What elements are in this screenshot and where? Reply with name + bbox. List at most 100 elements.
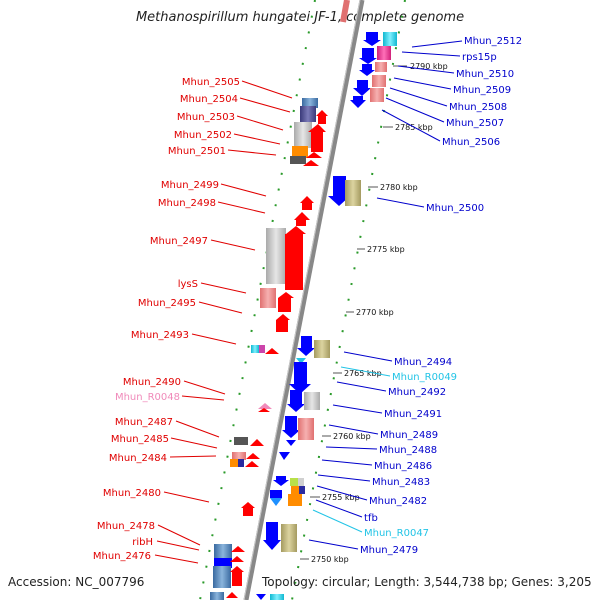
gene-arrow-mhun-2502 [308,124,326,152]
gene-label-mhun-2506: Mhun_2506 [442,137,500,148]
gene-label-mhun-2478: Mhun_2478 [97,521,155,532]
right-gene-labels: Mhun_2512 rps15p Mhun_2510 Mhun_2509 Mhu… [360,36,522,556]
gene-box-bottom [270,594,284,600]
gene-box-mhun-2509 [375,62,387,72]
gene-arrow-bottom [256,594,266,600]
genome-backbone [243,0,365,600]
gene-label-mhun-2505: Mhun_2505 [182,77,240,88]
gene-label-mhun-2510: Mhun_2510 [456,69,514,80]
gene-box-tfb [288,494,302,506]
gene-arrow-mhun-2491 [287,390,305,412]
gene-label-mhun-r0048: Mhun_R0048 [115,392,180,403]
gene-box-mhun-2483-a [290,478,298,486]
gene-label-tfb: tfb [364,513,378,524]
gene-label-mhun-2488: Mhun_2488 [379,445,437,456]
gene-arrow-lyss [278,292,294,312]
gene-label-mhun-2479: Mhun_2479 [360,545,418,556]
gene-arrow-ribh [230,556,244,562]
gene-arrow-mhun-2487 [250,439,264,446]
gene-arrow-mhun-2479 [263,522,281,550]
gene-box-mhun-2508 [372,75,386,87]
gene-label-mhun-2494: Mhun_2494 [394,357,452,368]
gene-label-mhun-2502: Mhun_2502 [174,130,232,141]
gene-label-mhun-2483: Mhun_2483 [372,477,430,488]
gene-label-mhun-2480: Mhun_2480 [103,488,161,499]
gene-label-mhun-2512: Mhun_2512 [464,36,522,47]
gene-label-mhun-2507: Mhun_2507 [446,118,504,129]
gene-arrow-mhun-r0048b [258,408,270,412]
gene-box-mhun-2494 [314,340,330,358]
gene-label-mhun-2491: Mhun_2491 [384,409,442,420]
gene-box-mhun-2485 [232,452,246,460]
kbp-tick-label: 2780 kbp [380,183,418,192]
gene-arrow-tfb [270,498,282,506]
gene-label-mhun-2489: Mhun_2489 [380,430,438,441]
gene-arrow-mhun-2501 [306,152,322,158]
gene-box-mhun-2489 [298,418,314,440]
right-leader-lines [308,40,463,550]
gene-box-mhun-2476 [213,566,231,588]
gene-box-mhun-2501 [290,156,306,164]
gene-label-mhun-2476: Mhun_2476 [93,551,151,562]
gene-box-rps15p [383,32,397,46]
gene-box-mhun-2502 [292,146,308,158]
gene-label-mhun-2484: Mhun_2484 [109,453,167,464]
gene-box-mhun-2484-b [238,459,244,467]
gene-arrow-mhun-2503 [316,110,328,124]
gene-label-mhun-2509: Mhun_2509 [453,85,511,96]
left-leader-lines [154,80,293,564]
gene-label-mhun-2495: Mhun_2495 [138,298,196,309]
gene-box-bottom-left [210,592,224,600]
gene-box-mhun-2493-a [251,345,259,353]
top-strand-edge [340,0,350,23]
map-title: Methanospirillum hungatei JF-1, complete… [135,10,465,25]
gene-label-mhun-2482: Mhun_2482 [369,496,427,507]
gene-box-mhun-2487 [234,437,248,445]
gene-box-mhun-2500 [345,180,361,206]
gene-box-mhun-2482-b [299,486,305,494]
gene-label-mhun-r0047: Mhun_R0047 [364,528,429,539]
kbp-tick-label: 2770 kbp [356,308,394,317]
gene-arrow-mhun-r0049 [296,358,306,364]
gene-box-mhun-2482-a [291,486,299,494]
gene-arrow-mhun-2498 [294,212,310,226]
gene-arrow-mhun-2494 [297,336,315,356]
gene-label-mhun-2485: Mhun_2485 [111,434,169,445]
genome-backbone-highlight [243,0,361,600]
gene-box-mhun-2493-b [259,345,265,353]
gene-label-mhun-2503: Mhun_2503 [177,112,235,123]
gene-arrow-mhun-2489 [282,416,300,438]
gene-arrow-mhun-r0048 [258,403,272,409]
gene-arrow-bottom-left [226,592,238,598]
gene-label-rps15p: rps15p [462,52,497,63]
gene-arrow-mhun-2480 [241,502,255,516]
gene-arrow-mhun-2483 [273,476,289,486]
gene-arrow-mhun-2485 [246,453,260,459]
gene-box-mhun-2497 [266,228,286,284]
kbp-tick-label: 2760 kbp [333,432,371,441]
genome-summary-text: Topology: circular; Length: 3,544,738 bp… [262,575,592,589]
gene-label-mhun-2508: Mhun_2508 [449,102,507,113]
gene-box-ribh [214,558,232,568]
accession-text: Accession: NC_007796 [8,575,145,589]
gene-arrow-mhun-2510 [359,48,377,64]
gene-box-lyss [260,288,276,308]
gene-box-mhun-2491 [304,392,320,410]
gene-arrow-mhun-2495 [276,314,290,332]
gene-label-mhun-2500: Mhun_2500 [426,203,484,214]
gene-label-mhun-2497: Mhun_2497 [150,236,208,247]
gene-label-mhun-2486: Mhun_2486 [374,461,432,472]
gene-arrow-mhun-2500 [328,176,350,206]
gene-arrow-mhun-2492 [289,362,311,394]
gene-box-mhun-2479 [281,524,297,552]
gene-arrow-mhun-2493 [265,348,279,354]
gene-box-mhun-2505 [302,98,318,108]
gene-label-mhun-2490: Mhun_2490 [123,377,181,388]
kbp-tick-label: 2775 kbp [367,245,405,254]
gene-box-mhun-2504 [300,106,316,122]
gene-arrow-mhun-2484 [245,461,259,467]
gene-label-mhun-2487: Mhun_2487 [115,417,173,428]
gene-label-lyss: lysS [178,279,198,290]
gene-arrow-mhun-2497 [285,226,306,290]
